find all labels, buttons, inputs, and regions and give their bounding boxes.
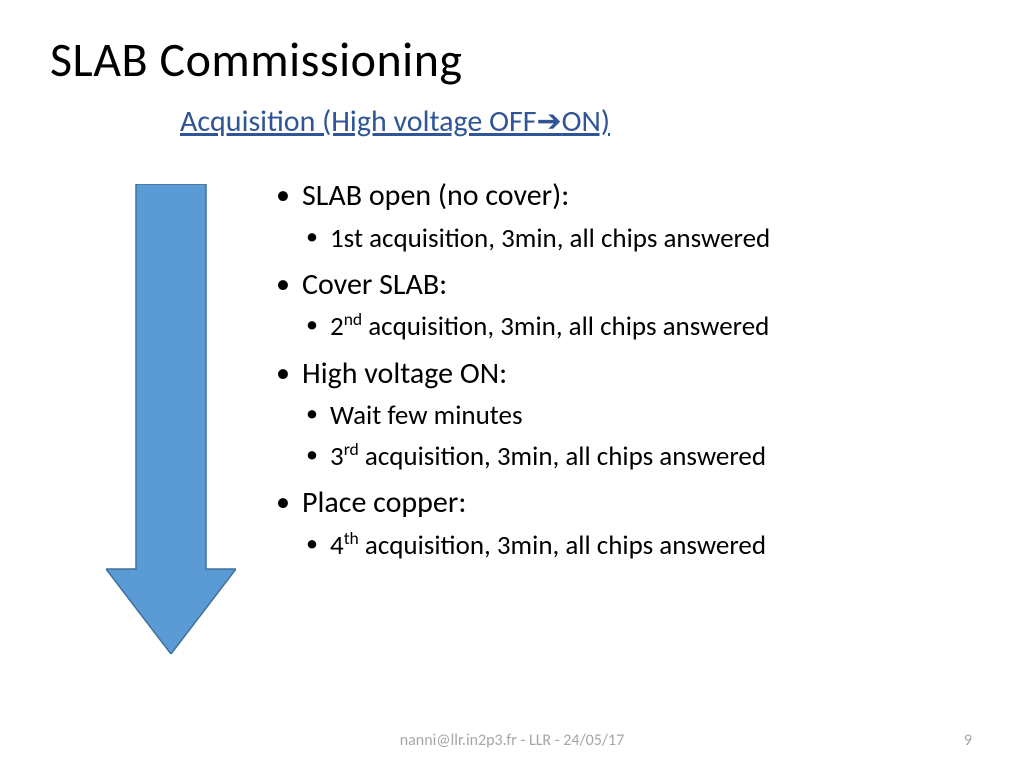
ordinal-after-text: acquisition, 3min, all chips answered [362,310,769,343]
bullet-level2: 1st acquisition, 3min, all chips answere… [306,221,974,257]
content-row: SLAB open (no cover): 1st acquisition, 3m… [50,176,974,654]
subtitle-pre: Acquisition (High voltage OFF [180,103,537,140]
bullet-group: SLAB open (no cover): 1st acquisition, 3m… [276,176,974,257]
bullet-level2: Wait few minutes [306,398,974,434]
ordinal-after-text: acquisition, 3min, all chips answered [359,440,766,473]
ordinal-number: 2 [330,310,344,343]
slide-subtitle: Acquisition (High voltage OFF➔ON) [180,103,974,140]
ordinal-number: 4 [330,529,344,562]
arrow-right-icon: ➔ [537,103,562,140]
slide: SLAB Commissioning Acquisition (High vol… [0,0,1024,768]
page-number: 9 [964,731,972,750]
footer-text: nanni@llr.in2p3.fr - LLR - 24/05/17 [0,731,1024,750]
slide-title: SLAB Commissioning [50,30,974,89]
ordinal-number: 3 [330,440,344,473]
subtitle-post: ON) [562,103,610,140]
bullet-group: High voltage ON:Wait few minutes 3rd acqu… [276,354,974,475]
down-arrow-container [50,176,236,654]
bullet-group: Place copper: 4th acquisition, 3min, all … [276,483,974,564]
bullet-level2: 4th acquisition, 3min, all chips answere… [306,528,974,564]
bullet-level2: 2nd acquisition, 3min, all chips answere… [306,309,974,345]
bullet-level1: SLAB open (no cover): [276,176,974,217]
bullet-level1: Cover SLAB: [276,265,974,306]
ordinal-after-text: acquisition, 3min, all chips answered [359,529,766,562]
bullet-level1: Place copper: [276,483,974,524]
ordinal-suffix: rd [344,438,359,460]
down-arrow-icon [106,184,236,654]
bullet-level1: High voltage ON: [276,354,974,395]
bullet-group: Cover SLAB:2nd acquisition, 3min, all ch… [276,265,974,346]
ordinal-suffix: th [344,527,359,549]
ordinal-suffix: nd [344,308,362,330]
bullet-level2: 3rd acquisition, 3min, all chips answere… [306,439,974,475]
bullet-list: SLAB open (no cover): 1st acquisition, 3m… [276,176,974,572]
